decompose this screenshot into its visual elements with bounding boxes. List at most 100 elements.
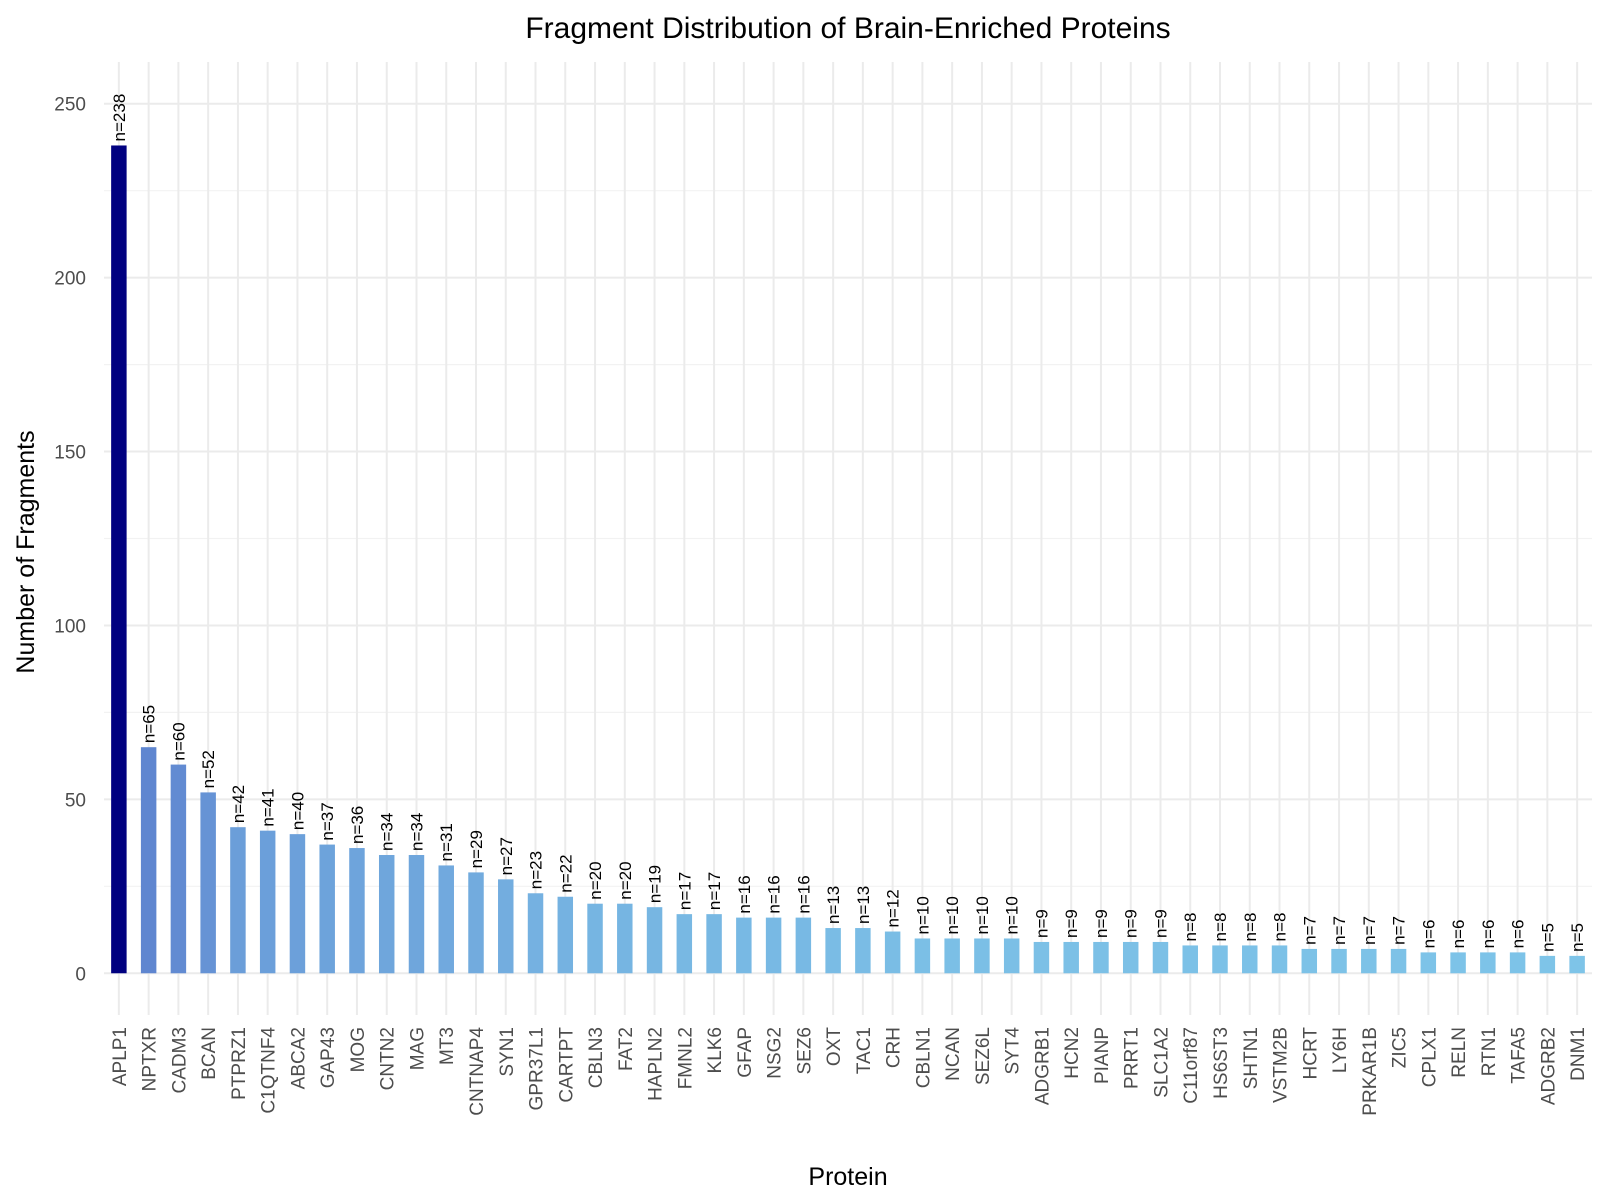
y-tick-label: 200: [54, 269, 86, 290]
data-label: n=6: [1479, 920, 1498, 949]
data-label: n=5: [1568, 923, 1587, 952]
data-label: n=10: [913, 896, 932, 934]
bar-tac1: [855, 928, 871, 974]
x-tick-label: HCRT: [1300, 1027, 1321, 1080]
bar-mag: [408, 855, 425, 974]
data-label: n=17: [705, 872, 724, 910]
x-tick-label: ABCA2: [288, 1027, 309, 1089]
x-tick-label: RELN: [1449, 1027, 1470, 1078]
x-tick-label: SYN1: [497, 1027, 518, 1077]
bar-c11orf87: [1182, 945, 1198, 974]
y-tick-label: 50: [65, 790, 86, 811]
y-axis-ticks: 0 50 100 150 200 250: [54, 95, 86, 986]
x-tick-label: ADGRB1: [1032, 1027, 1053, 1105]
bar-shtn1: [1242, 945, 1258, 974]
x-tick-label: APLP1: [110, 1027, 131, 1086]
data-label: n=9: [1092, 909, 1111, 938]
data-label: n=34: [378, 813, 397, 851]
bar-fat2: [617, 903, 633, 974]
bar-prkar1b: [1361, 948, 1377, 974]
x-tick-label: PRKAR1B: [1360, 1027, 1381, 1116]
data-label: n=22: [556, 854, 575, 892]
data-label: n=16: [794, 875, 813, 913]
x-tick-label: CBLN1: [913, 1027, 934, 1088]
data-label: n=29: [467, 830, 486, 868]
x-tick-label: VSTM2B: [1271, 1027, 1292, 1103]
data-label: n=19: [646, 865, 665, 903]
x-tick-label: SEZ6: [794, 1027, 815, 1075]
x-tick-label: GAP43: [318, 1027, 339, 1088]
data-label: n=7: [1330, 916, 1349, 945]
bar-cadm3: [170, 764, 187, 974]
y-tick-label: 250: [54, 95, 86, 116]
bar-gfap: [736, 917, 752, 974]
x-tick-label: NCAN: [943, 1027, 964, 1081]
bar-tafa5: [1509, 952, 1526, 974]
x-tick-label: SEZ6L: [973, 1027, 994, 1085]
data-label: n=9: [1032, 909, 1051, 938]
x-tick-label: PTPRZ1: [229, 1027, 250, 1100]
x-tick-label: MAG: [407, 1027, 428, 1070]
x-tick-label: TAFA5: [1509, 1027, 1530, 1084]
bar-vstm2b: [1271, 945, 1288, 974]
bar-c1qtnf4: [259, 830, 276, 974]
x-tick-label: KLK6: [705, 1027, 726, 1073]
y-axis-title: Number of Fragments: [12, 430, 40, 673]
bar-syt4: [1003, 938, 1020, 974]
bar-hs6st3: [1212, 945, 1228, 974]
x-axis-ticks: APLP1 NPTXR CADM3 BCAN PTPRZ1 C1QTNF4 ABCA2 GAP…: [110, 1027, 1589, 1116]
bar-cntn2: [378, 855, 395, 974]
data-label: n=7: [1390, 916, 1409, 945]
bar-hapln2: [646, 907, 663, 974]
x-tick-label: NPTXR: [140, 1027, 161, 1091]
bar-prrt1: [1122, 941, 1139, 974]
x-tick-label: GFAP: [735, 1027, 756, 1078]
data-label: n=10: [1003, 896, 1022, 934]
bar-syn1: [498, 879, 514, 974]
data-label: n=8: [1211, 913, 1230, 942]
bar-sez6l: [974, 938, 990, 974]
data-label: n=36: [348, 806, 367, 844]
data-label: n=20: [586, 861, 605, 899]
data-label: n=52: [199, 750, 218, 788]
data-label: n=8: [1181, 913, 1200, 942]
x-tick-label: HCN2: [1062, 1027, 1083, 1079]
x-tick-label: NSG2: [765, 1027, 786, 1079]
bar-crh: [884, 931, 901, 974]
bar-ncan: [944, 938, 960, 974]
data-label: n=6: [1509, 920, 1528, 949]
data-label: n=10: [973, 896, 992, 934]
data-label: n=65: [140, 705, 159, 743]
bar-reln: [1450, 952, 1466, 974]
data-label: n=16: [765, 875, 784, 913]
x-tick-label: CNTNAP4: [467, 1027, 488, 1116]
data-label: n=13: [854, 886, 873, 924]
data-label: n=238: [110, 94, 129, 142]
bar-ptprz1: [230, 827, 246, 974]
data-label: n=5: [1538, 923, 1557, 952]
data-label: n=27: [497, 837, 516, 875]
data-label: n=9: [1151, 909, 1170, 938]
data-label: n=31: [437, 823, 456, 861]
bar-fmnl2: [676, 914, 693, 974]
x-tick-label: CPLX1: [1419, 1027, 1440, 1087]
bar-sez6: [795, 917, 812, 974]
data-label: n=16: [735, 875, 754, 913]
x-tick-label: MT3: [437, 1027, 458, 1065]
bar-nsg2: [765, 917, 782, 974]
data-label: n=60: [169, 722, 188, 760]
x-tick-label: C1QTNF4: [259, 1027, 280, 1114]
x-tick-label: HAPLN2: [646, 1027, 667, 1101]
bar-bcan: [200, 792, 216, 974]
bar-slc1a2: [1152, 941, 1169, 974]
bar-aplp1: [111, 145, 127, 974]
bars: [111, 145, 1585, 974]
bar-cbln1: [914, 938, 931, 974]
bar-mog: [349, 848, 365, 974]
bar-rtn1: [1480, 952, 1496, 974]
bar-zic5: [1390, 948, 1407, 974]
x-tick-label: PRRT1: [1122, 1027, 1143, 1089]
x-tick-label: HS6ST3: [1211, 1027, 1232, 1099]
bar-pianp: [1093, 941, 1109, 974]
bar-gap43: [319, 844, 335, 974]
